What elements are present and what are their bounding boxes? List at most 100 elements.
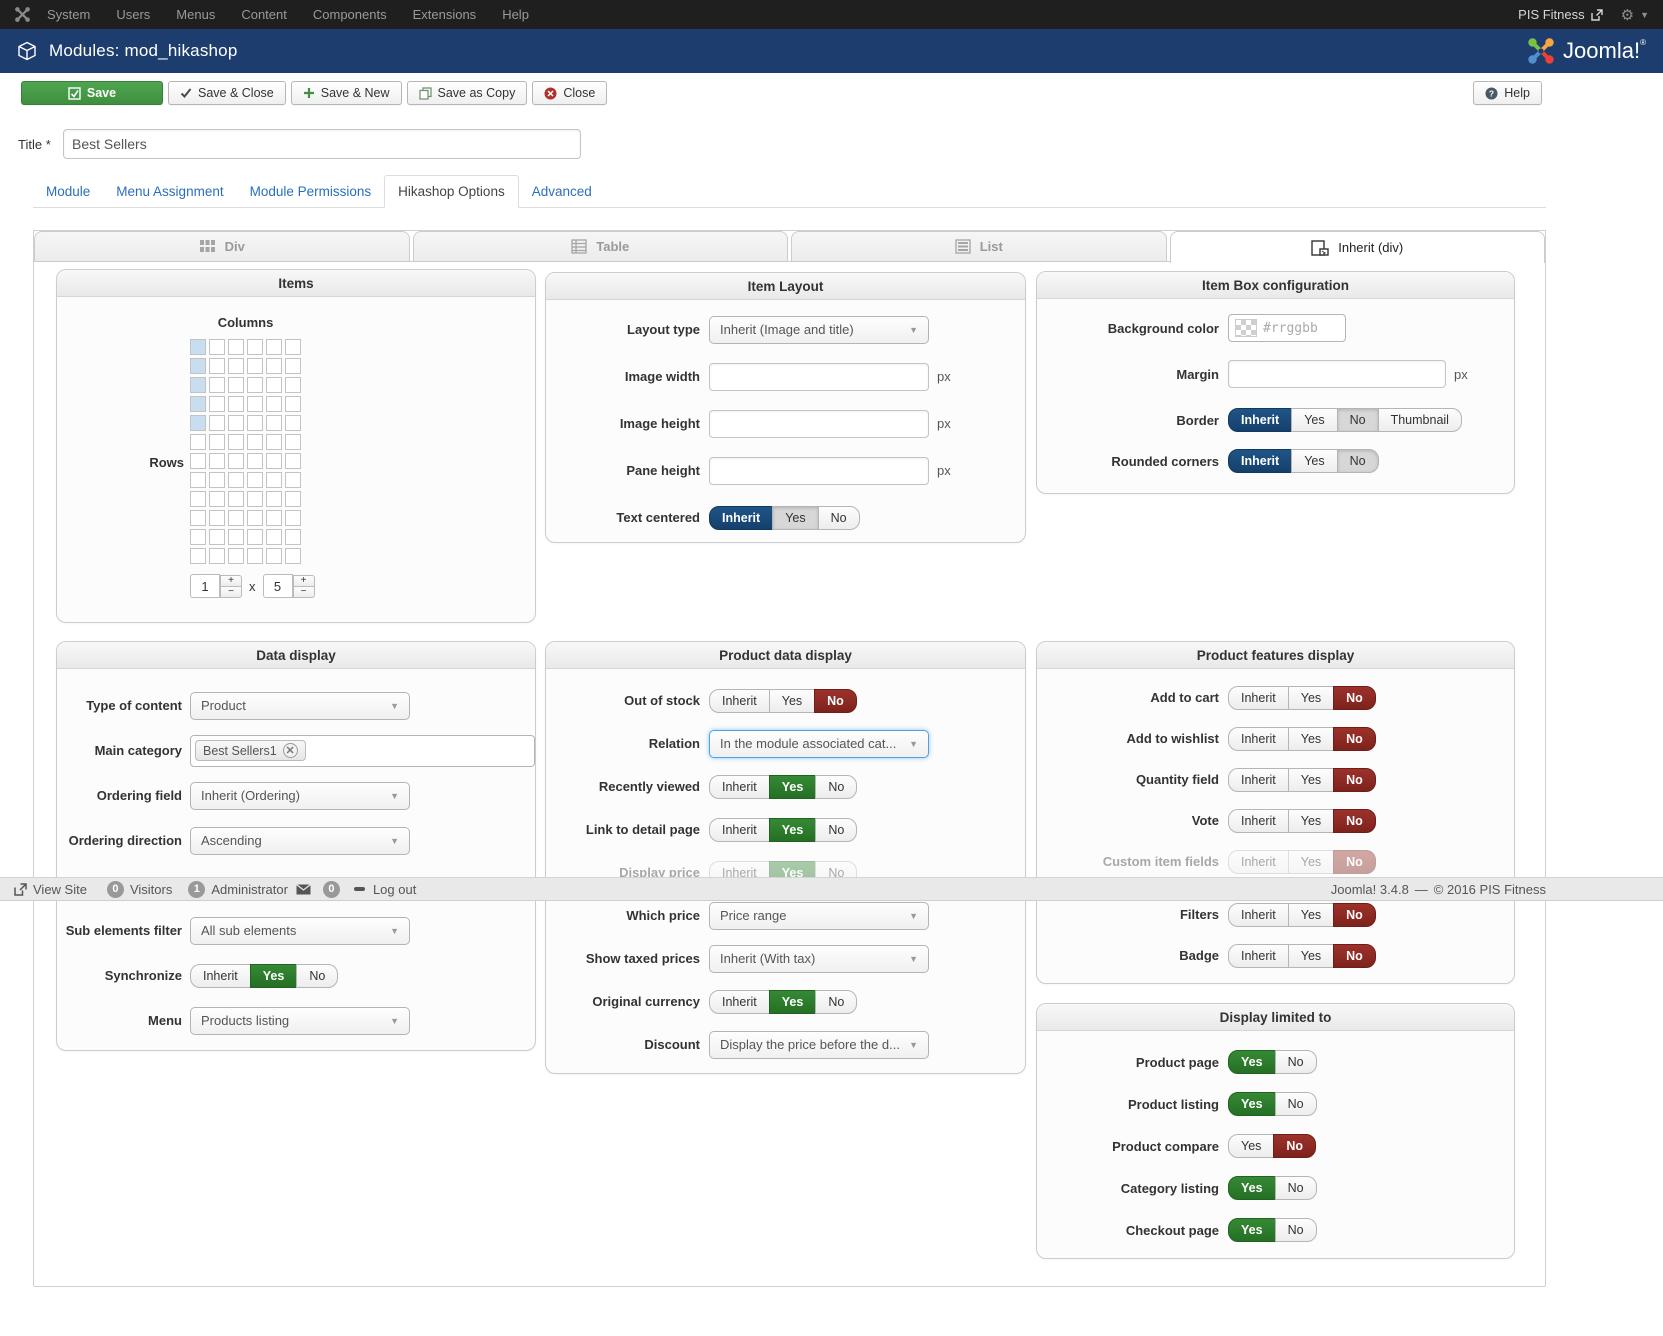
remove-token-icon[interactable]: ✕ (282, 743, 298, 758)
no-option[interactable]: No (815, 989, 858, 1014)
grid-cell[interactable] (190, 472, 206, 488)
grid-cell[interactable] (190, 377, 206, 393)
grid-cell[interactable] (228, 358, 244, 374)
grid-cell[interactable] (190, 415, 206, 431)
grid-cell[interactable] (266, 377, 282, 393)
grid-cell[interactable] (266, 548, 282, 564)
show-taxed-prices-select[interactable]: Inherit (With tax) ▼ (709, 944, 929, 973)
menu-content[interactable]: Content (241, 7, 287, 22)
inherit-option[interactable]: Inherit (1228, 449, 1293, 473)
inherit-option[interactable]: Inherit (1228, 408, 1293, 432)
inherit-option[interactable]: Inherit (709, 505, 774, 530)
grid-cell[interactable] (247, 548, 263, 564)
thumbnail-option[interactable]: Thumbnail (1377, 408, 1462, 432)
grid-cell[interactable] (266, 472, 282, 488)
grid-cell[interactable] (247, 415, 263, 431)
messages-count-badge[interactable]: 0 (322, 880, 340, 898)
menu-menus[interactable]: Menus (176, 7, 216, 22)
site-preview-link[interactable]: PIS Fitness (1518, 7, 1603, 22)
grid-cell[interactable] (247, 529, 263, 545)
columns-decrement-button[interactable]: − (292, 585, 315, 598)
sub-elements-filter-select[interactable]: All sub elements ▼ (190, 916, 410, 945)
grid-cell[interactable] (266, 339, 282, 355)
grid-cell[interactable] (266, 415, 282, 431)
ordering-field-select[interactable]: Inherit (Ordering) ▼ (190, 781, 410, 810)
yes-option[interactable]: Yes (1287, 943, 1335, 968)
yes-option[interactable]: Yes (1287, 808, 1335, 833)
inherit-option[interactable]: Inherit (709, 989, 770, 1014)
grid-cell[interactable] (228, 529, 244, 545)
grid-cell[interactable] (285, 358, 301, 374)
save-close-button[interactable]: Save & Close (168, 81, 286, 105)
main-category-input[interactable]: Best Sellers1 ✕ (190, 734, 535, 767)
grid-cell[interactable] (190, 548, 206, 564)
ordering-direction-select[interactable]: Ascending ▼ (190, 826, 410, 855)
grid-cell[interactable] (209, 358, 225, 374)
tab-module-permissions[interactable]: Module Permissions (249, 184, 372, 199)
inherit-option[interactable]: Inherit (709, 817, 770, 842)
no-option[interactable]: No (296, 963, 339, 988)
inherit-option[interactable]: Inherit (709, 774, 770, 799)
no-option[interactable]: No (1274, 1092, 1317, 1116)
tab-menu-assignment[interactable]: Menu Assignment (116, 184, 224, 199)
inherit-option[interactable]: Inherit (1228, 849, 1289, 874)
help-button[interactable]: ? Help (1473, 81, 1542, 105)
grid-cell[interactable] (228, 396, 244, 412)
pane-height-input[interactable] (709, 456, 929, 485)
yes-option[interactable]: Yes (1291, 449, 1338, 473)
grid-cell[interactable] (247, 358, 263, 374)
grid-cell[interactable] (266, 529, 282, 545)
yes-option[interactable]: Yes (768, 688, 816, 713)
no-option[interactable]: No (1333, 943, 1376, 968)
save-new-button[interactable]: Save & New (290, 81, 402, 105)
grid-cell[interactable] (209, 491, 225, 507)
grid-cell[interactable] (285, 453, 301, 469)
no-option[interactable]: No (1333, 808, 1376, 833)
menu-help[interactable]: Help (502, 7, 529, 22)
no-option[interactable]: No (1333, 726, 1376, 751)
messages-link[interactable] (296, 883, 311, 895)
no-option[interactable]: No (1336, 449, 1379, 473)
no-option[interactable]: No (1333, 902, 1376, 927)
yes-option[interactable]: Yes (1287, 767, 1335, 792)
administrator-link[interactable]: 1 Administrator (188, 880, 288, 898)
visitors-link[interactable]: 0 Visitors (106, 880, 172, 898)
grid-cell[interactable] (266, 453, 282, 469)
settings-dropdown[interactable]: ⚙ ▼ (1621, 6, 1649, 24)
no-option[interactable]: No (1274, 1176, 1317, 1200)
no-option[interactable]: No (1274, 1050, 1317, 1074)
type-of-content-select[interactable]: Product ▼ (190, 691, 410, 720)
inherit-option[interactable]: Inherit (1228, 767, 1289, 792)
no-option[interactable]: No (1333, 685, 1376, 710)
grid-cell[interactable] (247, 510, 263, 526)
logout-link[interactable]: Log out (372, 881, 417, 897)
inherit-option[interactable]: Inherit (709, 688, 770, 713)
margin-input[interactable] (1228, 360, 1446, 388)
tab-advanced[interactable]: Advanced (531, 184, 592, 199)
grid-cell[interactable] (228, 510, 244, 526)
save-button[interactable]: Save (21, 81, 163, 105)
yes-option[interactable]: Yes (1228, 1134, 1275, 1158)
grid-cell[interactable] (266, 491, 282, 507)
subtab-inherit-div[interactable]: Inherit (div) (1169, 231, 1545, 263)
discount-select[interactable]: Display the price before the d... ▼ (709, 1030, 929, 1059)
grid-cell[interactable] (285, 510, 301, 526)
yes-option[interactable]: Yes (768, 817, 817, 842)
columns-count-input[interactable] (262, 574, 293, 598)
grid-cell[interactable] (266, 358, 282, 374)
grid-cell[interactable] (285, 434, 301, 450)
grid-cell[interactable] (285, 377, 301, 393)
grid-cell[interactable] (285, 529, 301, 545)
rows-count-input[interactable] (190, 574, 220, 598)
grid-cell[interactable] (285, 396, 301, 412)
columns-increment-button[interactable]: + (292, 574, 315, 587)
grid-cell[interactable] (190, 453, 206, 469)
close-button[interactable]: Close (532, 81, 608, 105)
grid-cell[interactable] (247, 377, 263, 393)
inherit-option[interactable]: Inherit (1228, 943, 1289, 968)
yes-option[interactable]: Yes (1228, 1218, 1276, 1242)
grid-cell[interactable] (209, 434, 225, 450)
subtab-table[interactable]: Table (412, 231, 788, 261)
yes-option[interactable]: Yes (1228, 1092, 1276, 1116)
grid-cell[interactable] (190, 434, 206, 450)
